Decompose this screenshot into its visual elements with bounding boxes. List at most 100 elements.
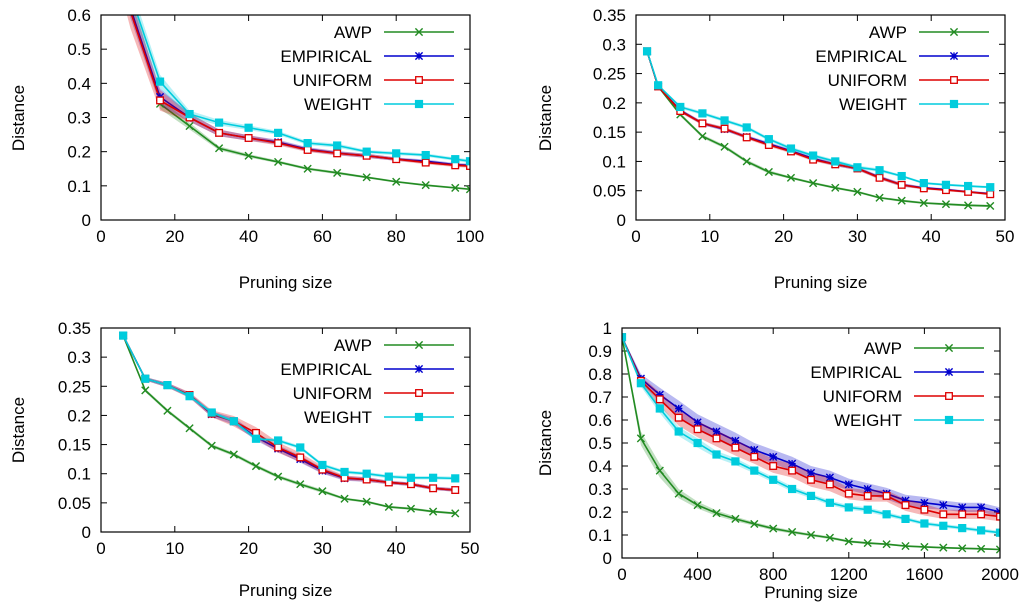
data-point [825, 480, 834, 489]
data-point [731, 436, 740, 445]
data-point [251, 462, 261, 471]
data-point [421, 181, 430, 190]
legend-label-awp: AWP [864, 339, 902, 358]
x-tick-label: 20 [165, 227, 184, 246]
data-point [362, 497, 371, 506]
data-point [451, 509, 460, 518]
data-point [712, 427, 721, 436]
data-point [333, 149, 342, 158]
data-point [466, 162, 470, 170]
data-point [274, 139, 283, 148]
y-tick-label: 0.3 [602, 35, 626, 54]
data-point [185, 121, 194, 131]
data-point [214, 144, 224, 153]
y-tick-label: 0 [82, 523, 91, 542]
data-point [742, 133, 751, 142]
data-point [882, 540, 891, 549]
data-point [274, 157, 283, 167]
data-point [296, 480, 305, 489]
legend: AWP EMPIRICAL UNIFORM WEIGHT [810, 339, 984, 430]
data-point [655, 404, 664, 413]
data-point [750, 519, 759, 529]
data-point [882, 510, 891, 519]
legend-marker [944, 343, 954, 353]
data-point [229, 450, 238, 459]
data-point [406, 473, 416, 482]
y-tick-label: 0.8 [588, 365, 612, 384]
data-point [642, 47, 652, 56]
legend-label-empirical: EMPIRICAL [280, 360, 372, 379]
series-band-empirical [123, 334, 456, 492]
legend-marker [945, 392, 953, 400]
data-point [244, 151, 253, 160]
series-band-uniform [123, 334, 456, 492]
data-point [712, 509, 721, 518]
data-point [274, 443, 283, 452]
plot-frame [100, 14, 471, 221]
y-tick-label: 0.25 [593, 65, 626, 84]
data-point [731, 514, 740, 523]
data-point [340, 467, 349, 477]
data-point [825, 533, 834, 542]
data-point [720, 142, 729, 151]
data-point [392, 149, 401, 158]
legend-marker [414, 412, 424, 422]
data-point [901, 501, 910, 510]
x-tick-label: 20 [239, 539, 258, 558]
data-point [807, 475, 815, 484]
chart-panel-2: 0 10 20 30 40 50 0 0.05 0.1 0.15 0.2 0.25 0.3 0.35 Pru… [536, 6, 1014, 292]
y-tick-label: 0.1 [602, 152, 626, 171]
data-point [788, 459, 797, 468]
data-point [655, 390, 664, 399]
data-point [636, 434, 645, 443]
data-point [750, 452, 759, 461]
series-band-weight [647, 50, 991, 189]
data-point [693, 501, 702, 510]
data-point [674, 489, 683, 498]
data-point [303, 146, 312, 154]
series-line-awp [646, 51, 991, 207]
plot-area [119, 331, 460, 518]
y-tick-label: 0.6 [588, 411, 612, 430]
legend-marker [414, 99, 424, 109]
x-tick-label: 40 [239, 227, 258, 246]
data-point [742, 157, 751, 166]
data-point [986, 201, 995, 211]
data-point [901, 514, 910, 523]
data-point [788, 484, 797, 494]
series-line-weight [122, 335, 456, 480]
data-point [674, 413, 683, 422]
legend-marker [414, 27, 424, 37]
data-point [340, 494, 349, 503]
series-band-weight [123, 334, 456, 481]
data-point [296, 443, 305, 452]
data-point [939, 543, 948, 552]
data-point [244, 134, 253, 142]
legend-marker [944, 415, 954, 425]
x-axis-label: Pruning size [764, 583, 858, 602]
data-point [384, 472, 393, 481]
data-point [897, 171, 906, 181]
data-point [844, 503, 853, 512]
y-tick-label: 0.4 [588, 457, 612, 476]
data-point [958, 510, 967, 519]
x-tick-label: 0 [617, 565, 626, 584]
data-point [296, 453, 305, 462]
x-axis-label: Pruning size [774, 273, 868, 292]
data-point [251, 434, 261, 443]
series-line-empirical [131, 15, 470, 167]
data-point [318, 487, 327, 496]
data-point [421, 158, 430, 167]
data-point [392, 177, 401, 186]
data-point [809, 179, 818, 188]
data-point [429, 484, 438, 493]
data-point [995, 528, 1000, 537]
data-point [274, 128, 283, 137]
data-point [964, 181, 973, 191]
plot-frame [100, 327, 471, 533]
data-point [863, 538, 872, 548]
data-point [119, 331, 128, 340]
y-tick-label: 0.25 [58, 377, 91, 396]
data-point [920, 498, 929, 507]
legend-marker [949, 51, 959, 61]
